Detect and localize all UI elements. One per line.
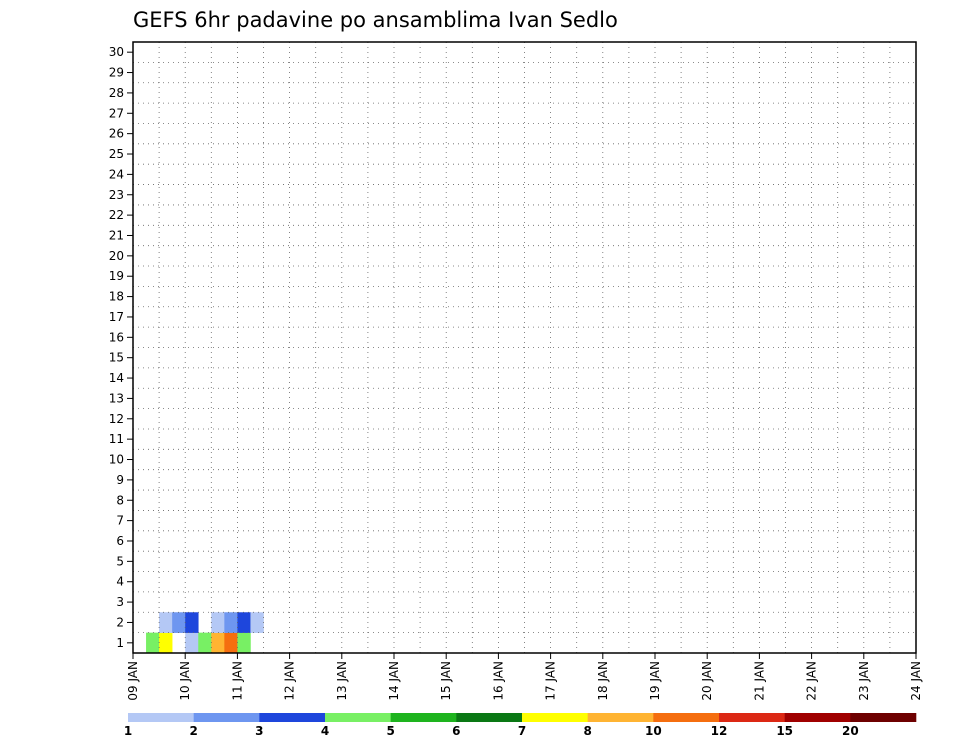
heatmap-cell	[224, 632, 238, 654]
y-tick-label: 12	[109, 412, 124, 426]
colorbar-swatch	[784, 713, 851, 722]
x-tick-label: 15 JAN	[439, 661, 453, 701]
colorbar-swatch	[193, 713, 260, 722]
x-tick-label: 23 JAN	[857, 661, 871, 701]
colorbar-label: 7	[518, 724, 526, 738]
heatmap-cells	[146, 612, 264, 654]
y-tick-label: 30	[109, 45, 124, 59]
colorbar-label: 2	[189, 724, 197, 738]
colorbar-swatch	[390, 713, 457, 722]
y-tick-label: 27	[109, 106, 124, 120]
heatmap-cell	[146, 632, 160, 654]
heatmap-cell	[159, 632, 173, 654]
colorbar-label: 3	[255, 724, 263, 738]
heatmap-cell	[185, 632, 199, 654]
y-tick-label: 16	[109, 330, 124, 344]
x-tick-label: 24 JAN	[909, 661, 923, 701]
x-tick-label: 18 JAN	[596, 661, 610, 701]
colorbar-swatch	[325, 713, 391, 722]
y-tick-label: 5	[116, 554, 124, 568]
colorbar: 1 2 3 4 5 6 7 8 10 12 15 20	[124, 713, 917, 738]
x-tick-label: 22 JAN	[805, 661, 819, 701]
x-tick-label: 16 JAN	[491, 661, 505, 701]
colorbar-swatch	[522, 713, 588, 722]
y-tick-label: 1	[116, 636, 124, 650]
y-tick-label: 15	[109, 351, 124, 365]
y-tick-label: 13	[109, 391, 124, 405]
colorbar-swatch	[587, 713, 654, 722]
y-tick-label: 4	[116, 575, 124, 589]
x-tick-label: 20 JAN	[700, 661, 714, 701]
colorbar-label: 15	[776, 724, 793, 738]
heatmap-cell	[185, 612, 199, 633]
plot-frame	[132, 41, 917, 654]
y-tick-label: 6	[116, 534, 124, 548]
chart-title: GEFS 6hr padavine po ansamblima Ivan Sed…	[133, 8, 618, 32]
x-tick-label: 19 JAN	[648, 661, 662, 701]
x-tick-label: 11 JAN	[230, 661, 244, 701]
y-tick-label: 11	[109, 432, 124, 446]
y-tick-label: 3	[116, 595, 124, 609]
y-tick-label: 21	[109, 228, 124, 242]
colorbar-swatch	[653, 713, 720, 722]
y-tick-label: 23	[109, 188, 124, 202]
y-tick-label: 24	[109, 167, 124, 181]
colorbar-swatch	[259, 713, 326, 722]
y-tick-label: 9	[116, 473, 124, 487]
y-axis-ticks: 1234567891011121314151617181920212223242…	[109, 45, 133, 650]
heatmap-cell	[159, 612, 173, 633]
colorbar-swatch	[456, 713, 523, 722]
x-tick-label: 17 JAN	[544, 661, 558, 701]
colorbar-label: 10	[645, 724, 662, 738]
y-tick-label: 17	[109, 310, 124, 324]
y-tick-label: 25	[109, 147, 124, 161]
y-tick-label: 26	[109, 127, 124, 141]
x-tick-label: 13 JAN	[335, 661, 349, 701]
heatmap-cell	[250, 612, 264, 633]
x-tick-label: 09 JAN	[126, 661, 140, 701]
colorbar-swatch	[128, 713, 194, 722]
heatmap-cell	[237, 612, 251, 633]
y-tick-label: 28	[109, 86, 124, 100]
heatmap-cell	[211, 632, 225, 654]
heatmap-cell	[237, 632, 251, 654]
y-tick-label: 8	[116, 493, 124, 507]
heatmap-cell	[211, 612, 225, 633]
y-tick-label: 10	[109, 453, 124, 467]
y-tick-label: 2	[116, 615, 124, 629]
colorbar-label: 6	[452, 724, 460, 738]
heatmap-cell	[198, 632, 212, 654]
x-tick-label: 12 JAN	[283, 661, 297, 701]
colorbar-label: 4	[321, 724, 329, 738]
y-tick-label: 18	[109, 290, 124, 304]
y-tick-label: 7	[116, 514, 124, 528]
x-axis-ticks: 09 JAN 10 JAN 11 JAN 12 JAN 13 JAN 14 JAN 15 J…	[126, 653, 923, 701]
x-tick-label: 10 JAN	[178, 661, 192, 701]
x-tick-label: 14 JAN	[387, 661, 401, 701]
y-tick-label: 14	[109, 371, 124, 385]
colorbar-label: 12	[711, 724, 728, 738]
colorbar-swatch	[850, 713, 917, 722]
y-tick-label: 20	[109, 249, 124, 263]
colorbar-label: 8	[583, 724, 591, 738]
y-tick-label: 19	[109, 269, 124, 283]
heatmap-cell	[172, 612, 186, 633]
y-tick-label: 29	[109, 66, 124, 80]
y-tick-label: 22	[109, 208, 124, 222]
grid-lines	[133, 42, 916, 653]
colorbar-label: 1	[124, 724, 132, 738]
x-tick-label: 21 JAN	[752, 661, 766, 701]
colorbar-label: 5	[386, 724, 394, 738]
colorbar-swatch	[719, 713, 785, 722]
colorbar-label: 20	[842, 724, 859, 738]
heatmap-cell	[224, 612, 238, 633]
